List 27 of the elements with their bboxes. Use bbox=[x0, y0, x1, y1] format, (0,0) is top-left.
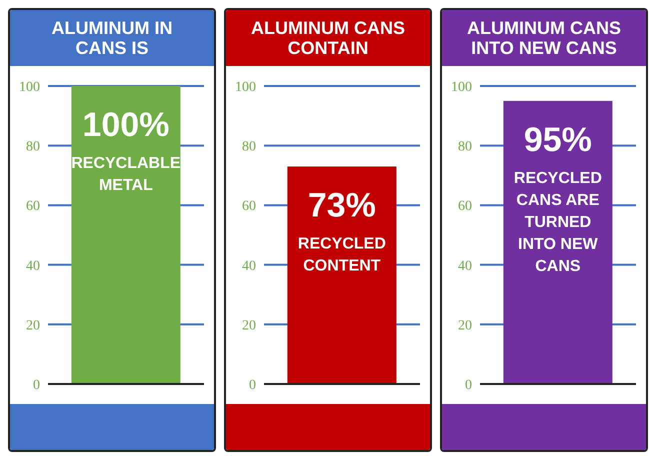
chart-title: ALUMINUM IN CANS IS bbox=[10, 10, 214, 66]
y-tick-label: 100 bbox=[235, 80, 256, 95]
y-tick-label: 40 bbox=[458, 258, 472, 274]
y-tick-label: 20 bbox=[242, 318, 256, 334]
y-tick-label: 60 bbox=[458, 199, 472, 214]
data-label: 73% bbox=[308, 186, 376, 224]
y-tick-label: 60 bbox=[242, 199, 256, 214]
annotation: RECYCLED CANS ARE TURNED INTO NEW CANS bbox=[514, 170, 602, 275]
data-label: 95% bbox=[524, 120, 592, 159]
chart-title: ALUMINUM CANS CONTAIN bbox=[226, 10, 430, 66]
y-tick-label: 20 bbox=[458, 318, 472, 334]
y-tick-label: 100 bbox=[451, 80, 472, 95]
annotation: RECYCLED CONTENT bbox=[298, 235, 386, 274]
y-tick-label: 60 bbox=[26, 199, 40, 214]
y-tick-label: 100 bbox=[19, 80, 40, 95]
y-tick-label: 0 bbox=[249, 378, 256, 393]
y-tick-label: 20 bbox=[26, 318, 40, 334]
data-label: 100% bbox=[82, 106, 170, 144]
chart-title: ALUMINUM CANS INTO NEW CANS bbox=[442, 10, 646, 66]
y-tick-label: 40 bbox=[242, 258, 256, 274]
y-tick-label: 40 bbox=[26, 258, 40, 274]
annotation: RECYCLABLE METAL bbox=[71, 155, 181, 194]
y-tick-label: 80 bbox=[458, 140, 472, 155]
y-tick-label: 0 bbox=[33, 378, 40, 393]
y-tick-label: 80 bbox=[242, 140, 256, 155]
y-tick-label: 80 bbox=[26, 140, 40, 155]
y-tick-label: 0 bbox=[465, 378, 472, 393]
